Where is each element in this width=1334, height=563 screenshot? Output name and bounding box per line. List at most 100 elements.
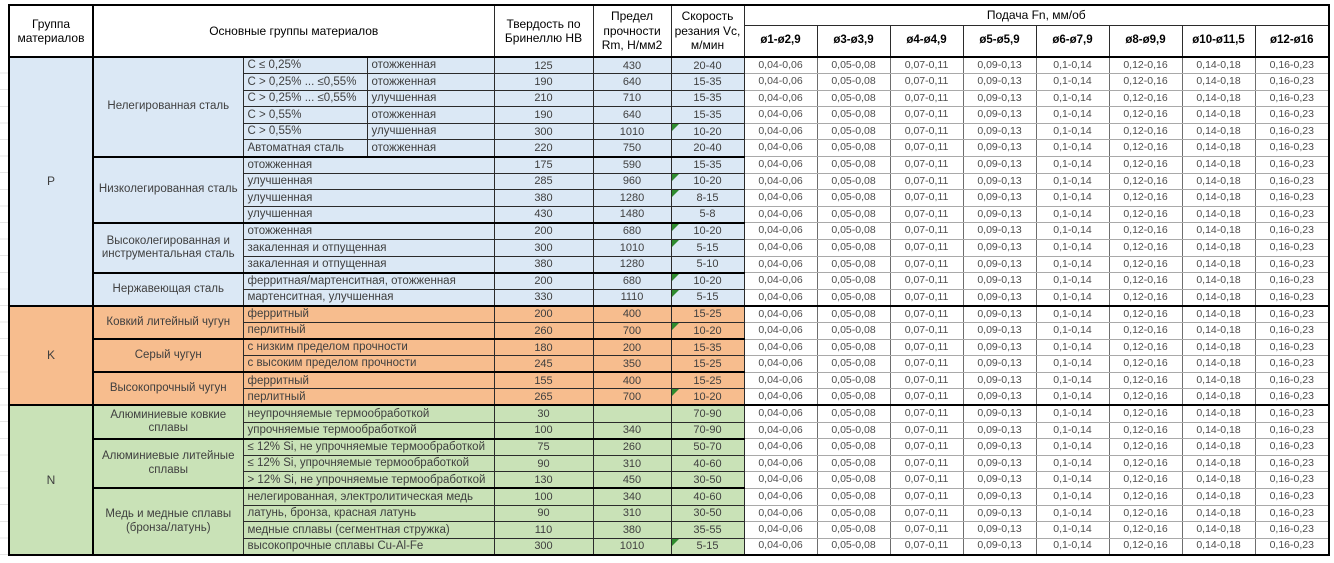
feed-cell: 0,16-0,23 [1254, 438, 1330, 456]
feed-cell: 0,09-0,13 [962, 222, 1037, 241]
feed-cell: 0,16-0,23 [1254, 504, 1330, 523]
feed-cell: 0,14-0,18 [1181, 404, 1256, 423]
speed-cell: 5-10 [670, 255, 745, 274]
feed-cell: 0,12-0,16 [1108, 504, 1183, 523]
feed-cell: 0,09-0,13 [962, 371, 1037, 390]
feed-cell: 0,04-0,06 [743, 355, 818, 373]
speed-cell: 70-90 [670, 404, 745, 423]
material-state-cell: отожженная [366, 106, 495, 124]
feed-cell: 0,14-0,18 [1181, 438, 1256, 456]
feed-cell: 0,09-0,13 [962, 504, 1037, 523]
strength-cell: 1110 [592, 288, 672, 307]
feed-cell: 0,07-0,11 [889, 205, 964, 224]
feed-cell: 0,04-0,06 [743, 471, 818, 489]
feed-cell: 0,04-0,06 [743, 388, 818, 406]
feed-cell: 0,05-0,08 [816, 487, 891, 506]
feed-cell: 0,04-0,06 [743, 371, 818, 390]
feed-cell: 0,05-0,08 [816, 156, 891, 174]
table-row: перлитный 260 700 10-20 0,04-0,06 0,05-0,08 0,… [9, 322, 1330, 340]
feed-cell: 0,14-0,18 [1181, 139, 1256, 158]
feed-cell: 0,09-0,13 [962, 288, 1037, 307]
material-state-cell: улучшенная [366, 89, 495, 108]
strength-cell: 680 [592, 271, 672, 290]
table-row: Медь и медные сплавы (бронза/латунь) неле… [9, 487, 1330, 556]
feed-cell: 0,04-0,06 [743, 338, 818, 357]
feed-cell: 0,04-0,06 [743, 504, 818, 523]
feed-cell: 0,07-0,11 [889, 272, 964, 290]
feed-cell: 0,05-0,08 [816, 421, 891, 440]
feed-cell: 0,1-0,14 [1035, 106, 1110, 124]
feed-cell: 0,16-0,23 [1254, 537, 1330, 556]
feed-cell: 0,09-0,13 [962, 404, 1037, 423]
speed-cell: 50-70 [670, 437, 745, 456]
feed-cell: 0,04-0,06 [743, 487, 818, 506]
feed-cell: 0,09-0,13 [962, 388, 1037, 406]
hardness-cell: 210 [493, 89, 594, 108]
material-group-code: N [8, 404, 94, 556]
strength-cell: 260 [592, 437, 672, 456]
strength-cell: 750 [592, 139, 672, 158]
feed-cell: 0,14-0,18 [1181, 73, 1256, 91]
hardness-cell: 100 [493, 421, 594, 440]
feed-cell: 0,07-0,11 [889, 288, 964, 307]
material-subgroup: Алюминиевые ковкие сплавы [92, 404, 244, 440]
strength-cell: 590 [592, 155, 672, 174]
feed-cell: 0,14-0,18 [1181, 189, 1256, 207]
strength-cell: 400 [592, 371, 672, 390]
feed-cell: 0,04-0,06 [743, 404, 818, 423]
speed-cell: 5-15 [670, 537, 745, 556]
feed-cell: 0,05-0,08 [816, 471, 891, 489]
strength-cell: 680 [592, 221, 672, 241]
material-state-cell: > 12% Si, не упрочняемые термообработкой [242, 471, 495, 489]
feed-cell: 0,14-0,18 [1181, 355, 1256, 373]
hardness-cell: 190 [493, 73, 594, 91]
feed-cell: 0,05-0,08 [816, 322, 891, 340]
material-state-cell: улучшенная [366, 122, 495, 141]
feed-cell: 0,16-0,23 [1254, 89, 1330, 108]
feed-cell: 0,07-0,11 [889, 89, 964, 108]
note-triangle-icon [672, 190, 679, 198]
feed-cell: 0,16-0,23 [1254, 355, 1330, 373]
feed-cell: 0,09-0,13 [962, 172, 1037, 191]
feed-cell: 0,14-0,18 [1181, 156, 1256, 174]
material-state-cell: перлитный [242, 388, 495, 406]
feed-cell: 0,12-0,16 [1108, 371, 1183, 390]
feed-cell: 0,12-0,16 [1108, 521, 1183, 539]
feed-cell: 0,14-0,18 [1181, 471, 1256, 489]
feed-cell: 0,04-0,06 [743, 222, 818, 241]
feed-cell: 0,05-0,08 [816, 537, 891, 556]
feed-cell: 0,12-0,16 [1108, 255, 1183, 274]
feed-cell: 0,1-0,14 [1035, 139, 1110, 158]
header-hardness: Твердость по Бринеллю HB [493, 4, 594, 58]
hardness-cell: 180 [493, 338, 594, 357]
strength-cell: 700 [592, 322, 672, 340]
table-row: Низколегированная сталь отожженная 175 590 1… [9, 155, 1330, 224]
strength-cell [592, 404, 672, 423]
feed-cell: 0,16-0,23 [1254, 272, 1330, 290]
feed-diameter-header: ø10-ø11,5 [1181, 24, 1256, 58]
speed-cell: 15-35 [670, 155, 745, 174]
feed-cell: 0,14-0,18 [1181, 255, 1256, 274]
feed-cell: 0,14-0,18 [1181, 122, 1256, 141]
feed-cell: 0,16-0,23 [1254, 205, 1330, 224]
speed-cell: 15-35 [670, 89, 745, 108]
feed-cell: 0,07-0,11 [889, 322, 964, 340]
feed-cell: 0,07-0,11 [889, 338, 964, 357]
feed-cell: 0,14-0,18 [1181, 272, 1256, 290]
carbon-content-cell: C > 0,25% ... ≤0,55% [242, 73, 368, 91]
hardness-cell: 265 [493, 388, 594, 406]
feed-cell: 0,05-0,08 [816, 454, 891, 473]
feed-cell: 0,16-0,23 [1254, 404, 1330, 423]
note-triangle-icon [672, 274, 679, 281]
feed-cell: 0,07-0,11 [889, 438, 964, 456]
feed-cell: 0,12-0,16 [1108, 222, 1183, 241]
table-row: закаленная и отпущенная 300 1010 5-15 0,04-0… [9, 239, 1330, 257]
strength-cell: 640 [592, 73, 672, 91]
feed-cell: 0,07-0,11 [889, 521, 964, 539]
strength-cell: 340 [592, 421, 672, 440]
feed-cell: 0,09-0,13 [962, 205, 1037, 224]
table-row: улучшенная 430 1480 5-8 0,04-0,06 0,05-0,08 0,… [9, 205, 1330, 224]
feed-cell: 0,04-0,06 [743, 156, 818, 174]
feed-cell: 0,07-0,11 [889, 139, 964, 158]
hardness-cell: 200 [493, 271, 594, 290]
